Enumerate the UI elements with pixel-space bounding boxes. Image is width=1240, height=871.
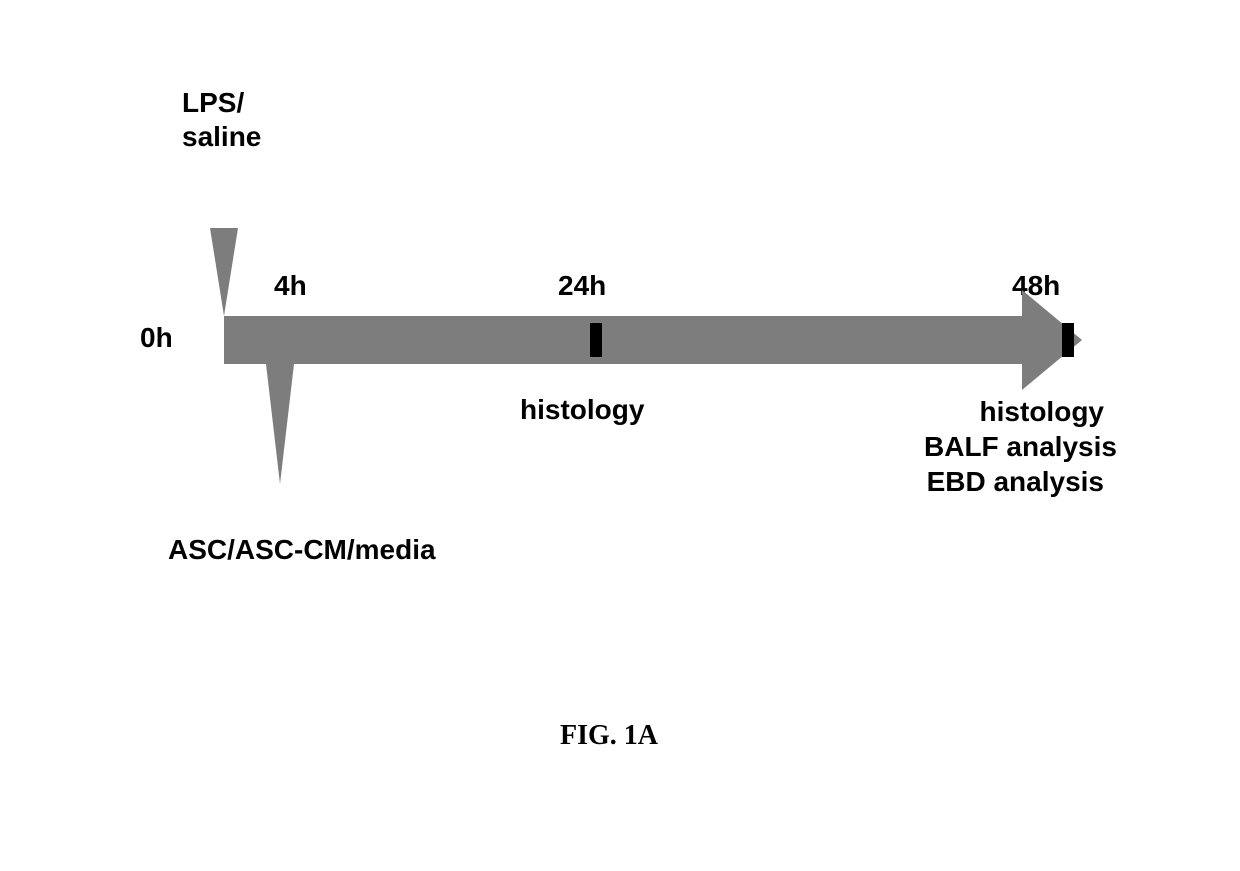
tick-24h [590, 323, 602, 357]
endpoint-analysis-label: histology BALF analysis EBD analysis [924, 394, 1104, 499]
top-injection-label: LPS/ saline [182, 86, 261, 153]
label-0h: 0h [140, 322, 173, 354]
figure-caption: FIG. 1A [560, 720, 658, 752]
bottom-injection-triangle [266, 364, 294, 484]
top-injection-line2: saline [182, 121, 261, 152]
timeline-arrow-shaft [224, 316, 1022, 364]
endpoint-line3: EBD analysis [927, 466, 1104, 497]
top-injection-line1: LPS/ [182, 87, 244, 118]
label-4h: 4h [274, 270, 307, 302]
endpoint-line1: histology [980, 396, 1104, 427]
bottom-injection-label: ASC/ASC-CM/media [168, 534, 436, 566]
midpoint-analysis-label: histology [520, 394, 644, 426]
label-24h: 24h [558, 270, 606, 302]
endpoint-line2: BALF analysis [924, 431, 1117, 462]
top-injection-triangle [210, 228, 238, 316]
tick-48h [1062, 323, 1074, 357]
timeline-diagram: LPS/ saline 0h 4h 24h 48h histology hist… [120, 60, 1120, 710]
